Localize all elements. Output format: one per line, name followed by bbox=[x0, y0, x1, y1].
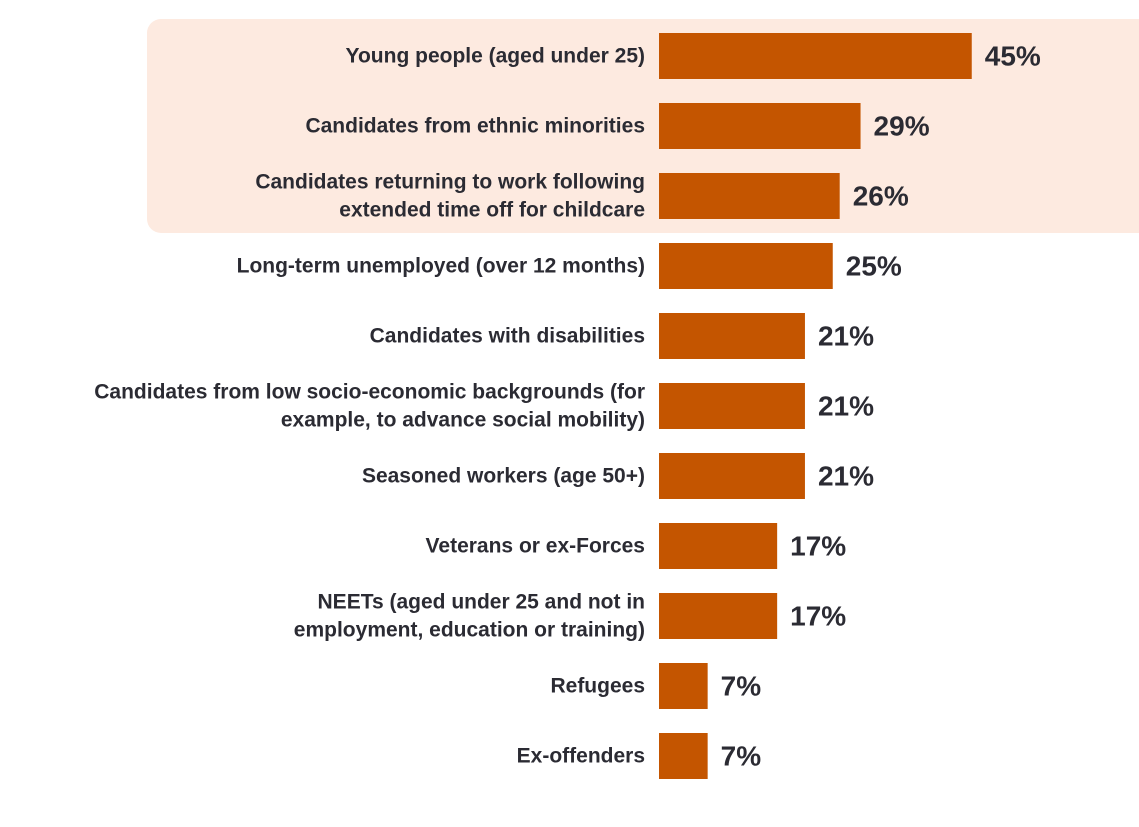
value-label-6: 21% bbox=[818, 391, 874, 422]
category-label-8: Veterans or ex-Forces bbox=[426, 535, 645, 558]
category-labels-layer: Young people (aged under 25) Candidates f… bbox=[94, 45, 645, 768]
category-label-line: Veterans or ex-Forces bbox=[426, 535, 645, 558]
bar-2 bbox=[659, 103, 861, 149]
bar-9 bbox=[659, 593, 778, 639]
bar-5 bbox=[659, 313, 805, 359]
bar-7 bbox=[659, 453, 805, 499]
category-label-3: Candidates returning to work following ex… bbox=[255, 171, 645, 222]
category-label-line: extended time off for childcare bbox=[339, 199, 645, 222]
bar-6 bbox=[659, 383, 805, 429]
category-label-line: Young people (aged under 25) bbox=[346, 45, 645, 68]
value-label-1: 45% bbox=[985, 41, 1041, 72]
category-label-line: Seasoned workers (age 50+) bbox=[362, 465, 645, 488]
category-label-6: Candidates from low socio-economic backg… bbox=[94, 381, 645, 432]
category-label-2: Candidates from ethnic minorities bbox=[305, 115, 645, 138]
category-label-line: Refugees bbox=[550, 675, 645, 698]
value-label-9: 17% bbox=[790, 601, 846, 632]
category-label-line: Candidates returning to work following bbox=[255, 171, 645, 194]
bar-3 bbox=[659, 173, 840, 219]
category-label-4: Long-term unemployed (over 12 months) bbox=[237, 255, 645, 278]
category-label-line: Ex-offenders bbox=[517, 745, 645, 768]
category-label-5: Candidates with disabilities bbox=[370, 325, 645, 348]
category-label-line: Candidates from low socio-economic backg… bbox=[94, 381, 645, 404]
bar-8 bbox=[659, 523, 778, 569]
category-label-line: example, to advance social mobility) bbox=[281, 409, 645, 432]
value-label-11: 7% bbox=[721, 741, 762, 772]
bars-layer bbox=[659, 33, 972, 779]
category-label-11: Ex-offenders bbox=[517, 745, 645, 768]
category-label-line: Long-term unemployed (over 12 months) bbox=[237, 255, 645, 278]
bar-10 bbox=[659, 663, 708, 709]
value-label-5: 21% bbox=[818, 321, 874, 352]
bar-4 bbox=[659, 243, 833, 289]
value-label-10: 7% bbox=[721, 671, 762, 702]
category-label-line: Candidates from ethnic minorities bbox=[305, 115, 645, 138]
bar-1 bbox=[659, 33, 972, 79]
category-label-9: NEETs (aged under 25 and not in employmen… bbox=[294, 591, 645, 642]
category-label-line: employment, education or training) bbox=[294, 619, 645, 642]
value-label-4: 25% bbox=[846, 251, 902, 282]
value-labels-layer: 45% 29% 26% 25% 21% 21% 21% 17% 17% 7% 7% bbox=[721, 41, 1041, 772]
category-label-line: NEETs (aged under 25 and not in bbox=[318, 591, 645, 614]
category-label-1: Young people (aged under 25) bbox=[346, 45, 645, 68]
value-label-2: 29% bbox=[874, 111, 930, 142]
value-label-3: 26% bbox=[853, 181, 909, 212]
bar-11 bbox=[659, 733, 708, 779]
category-label-line: Candidates with disabilities bbox=[370, 325, 645, 348]
value-label-8: 17% bbox=[790, 531, 846, 562]
category-label-10: Refugees bbox=[550, 675, 645, 698]
category-label-7: Seasoned workers (age 50+) bbox=[362, 465, 645, 488]
value-label-7: 21% bbox=[818, 461, 874, 492]
